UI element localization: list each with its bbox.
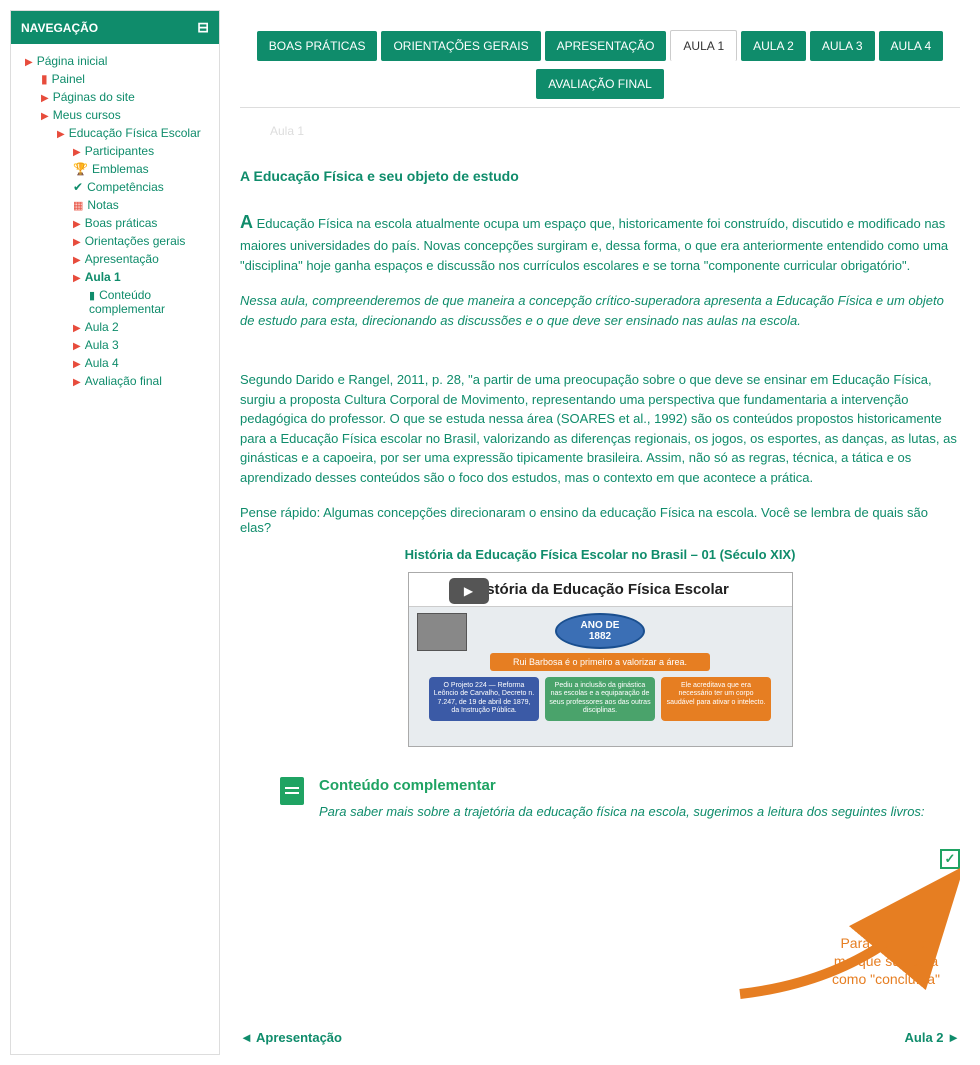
document-icon[interactable] — [280, 777, 304, 805]
play-icon[interactable]: ▶ — [449, 578, 489, 604]
think-fast: Pense rápido: Algumas concepções direcio… — [240, 505, 960, 535]
video-heading: História da Educação Física Escolar — [471, 581, 729, 598]
completion-callout: ✓ Para continuar marque sua aula como "c… — [240, 849, 960, 1009]
triangle-icon: ▶ — [73, 255, 81, 266]
triangle-icon: ▶ — [73, 359, 81, 370]
course-tab[interactable]: AULA 1 — [670, 30, 737, 61]
grid-icon: ▦ — [73, 200, 83, 212]
navigation-block: NAVEGAÇÃO ⊟ ▶Página inicial▮Painel▶Págin… — [10, 10, 220, 1055]
prev-lesson-link[interactable]: ◄ Apresentação — [240, 1030, 342, 1045]
video-info-boxes: O Projeto 224 — Reforma Leôncio de Carva… — [409, 677, 792, 721]
video-box-1: O Projeto 224 — Reforma Leôncio de Carva… — [429, 677, 539, 721]
triangle-icon: ▶ — [73, 147, 81, 158]
nav-item[interactable]: ▶ Página inicial — [11, 52, 219, 70]
triangle-icon: ▶ — [73, 341, 81, 352]
nav-link[interactable]: Boas práticas — [85, 216, 158, 230]
course-tab[interactable]: AULA 3 — [810, 31, 875, 61]
lesson-footer-nav: ◄ Apresentação Aula 2 ► — [240, 1009, 960, 1055]
nav-link[interactable]: Emblemas — [92, 162, 149, 176]
nav-item[interactable]: ▦ Notas — [11, 196, 219, 214]
nav-link[interactable]: Educação Física Escolar — [69, 126, 201, 140]
drop-cap: A — [240, 212, 253, 232]
nav-item[interactable]: ▮ Painel — [11, 70, 219, 88]
lesson-body: A Educação Física na escola atualmente o… — [240, 209, 960, 487]
triangle-icon: ▶ — [41, 111, 49, 122]
video-title: História da Educação Física Escolar no B… — [240, 547, 960, 562]
triangle-icon: ▶ — [73, 273, 81, 284]
section-title: A Educação Física e seu objeto de estudo — [240, 168, 960, 184]
supplement-section: Conteúdo complementar Para saber mais so… — [240, 777, 960, 819]
supplement-text: Para saber mais sobre a trajetória da ed… — [319, 804, 925, 819]
p1-text: Educação Física na escola atualmente ocu… — [240, 216, 948, 273]
nav-item[interactable]: ▶ Meus cursos — [11, 106, 219, 124]
navigation-title: NAVEGAÇÃO — [21, 21, 98, 35]
check-icon: ✔ — [73, 180, 83, 194]
triangle-icon: ▶ — [73, 237, 81, 248]
main-content: BOAS PRÁTICASORIENTAÇÕES GERAISAPRESENTA… — [240, 10, 970, 1055]
course-tab[interactable]: AULA 2 — [741, 31, 806, 61]
nav-item[interactable]: ▶ Apresentação — [11, 250, 219, 268]
supplement-title[interactable]: Conteúdo complementar — [319, 777, 925, 794]
callout-text: Para continuar marque sua aula como "con… — [832, 934, 940, 989]
nav-link[interactable]: Aula 4 — [85, 356, 119, 370]
doc-icon: ▮ — [89, 290, 95, 302]
navigation-header: NAVEGAÇÃO ⊟ — [11, 11, 219, 44]
paragraph-3: Segundo Darido e Rangel, 2011, p. 28, "a… — [240, 370, 960, 487]
triangle-icon: ▶ — [57, 129, 65, 140]
nav-link[interactable]: Aula 2 — [85, 320, 119, 334]
nav-link[interactable]: Painel — [52, 72, 85, 86]
nav-link[interactable]: Páginas do site — [53, 90, 135, 104]
course-tab[interactable]: AVALIAÇÃO FINAL — [536, 69, 664, 99]
aula-label: Aula 1 — [240, 118, 960, 148]
nav-link[interactable]: Meus cursos — [53, 108, 121, 122]
nav-link[interactable]: Aula 3 — [85, 338, 119, 352]
nav-item[interactable]: 🏆 Emblemas — [11, 160, 219, 178]
video-banner: Rui Barbosa é o primeiro a valorizar a á… — [490, 653, 710, 671]
video-box-3: Ele acreditava que era necessário ter um… — [661, 677, 771, 721]
trophy-icon: 🏆 — [73, 162, 88, 176]
triangle-icon: ▶ — [73, 377, 81, 388]
page-icon: ▮ — [41, 72, 48, 86]
nav-item[interactable]: ✔ Competências — [11, 178, 219, 196]
course-tabs: BOAS PRÁTICASORIENTAÇÕES GERAISAPRESENTA… — [240, 10, 960, 108]
next-lesson-link[interactable]: Aula 2 ► — [905, 1030, 961, 1045]
triangle-icon: ▶ — [73, 323, 81, 334]
nav-item[interactable]: ▶ Orientações gerais — [11, 232, 219, 250]
nav-item[interactable]: ▶ Aula 1 — [11, 268, 219, 286]
navigation-tree: ▶Página inicial▮Painel▶Páginas do site▶M… — [11, 44, 219, 405]
nav-link[interactable]: Participantes — [85, 144, 154, 158]
video-year-oval: ANO DE1882 — [555, 613, 645, 649]
video-header: ▶ História da Educação Física Escolar — [409, 573, 792, 607]
nav-item[interactable]: ▶ Avaliação final — [11, 372, 219, 390]
course-tab[interactable]: BOAS PRÁTICAS — [257, 31, 378, 61]
nav-item[interactable]: ▶ Aula 2 — [11, 318, 219, 336]
course-tab[interactable]: ORIENTAÇÕES GERAIS — [381, 31, 540, 61]
nav-link[interactable]: Competências — [87, 180, 164, 194]
triangle-icon: ▶ — [41, 93, 49, 104]
triangle-icon: ▶ — [25, 57, 33, 68]
triangle-icon: ▶ — [73, 219, 81, 230]
nav-link[interactable]: Aula 1 — [85, 270, 121, 284]
nav-link[interactable]: Conteúdo complementar — [89, 288, 165, 316]
course-tab[interactable]: AULA 4 — [879, 31, 944, 61]
nav-link[interactable]: Avaliação final — [85, 374, 162, 388]
nav-link[interactable]: Apresentação — [85, 252, 159, 266]
nav-item[interactable]: ▶ Aula 3 — [11, 336, 219, 354]
nav-item[interactable]: ▶ Boas práticas — [11, 214, 219, 232]
nav-item[interactable]: ▶ Páginas do site — [11, 88, 219, 106]
collapse-icon[interactable]: ⊟ — [197, 19, 209, 36]
paragraph-2: Nessa aula, compreenderemos de que manei… — [240, 291, 960, 330]
video-portrait — [417, 613, 467, 651]
nav-item[interactable]: ▶ Educação Física Escolar — [11, 124, 219, 142]
video-player[interactable]: ▶ História da Educação Física Escolar AN… — [408, 572, 793, 747]
nav-link[interactable]: Página inicial — [37, 54, 108, 68]
paragraph-1: A Educação Física na escola atualmente o… — [240, 209, 960, 275]
course-tab[interactable]: APRESENTAÇÃO — [545, 31, 667, 61]
nav-link[interactable]: Orientações gerais — [85, 234, 186, 248]
nav-link[interactable]: Notas — [87, 198, 118, 212]
nav-item[interactable]: ▶ Aula 4 — [11, 354, 219, 372]
nav-item[interactable]: ▮Conteúdo complementar — [11, 286, 219, 318]
nav-item[interactable]: ▶ Participantes — [11, 142, 219, 160]
video-box-2: Pediu a inclusão da ginástica nas escola… — [545, 677, 655, 721]
